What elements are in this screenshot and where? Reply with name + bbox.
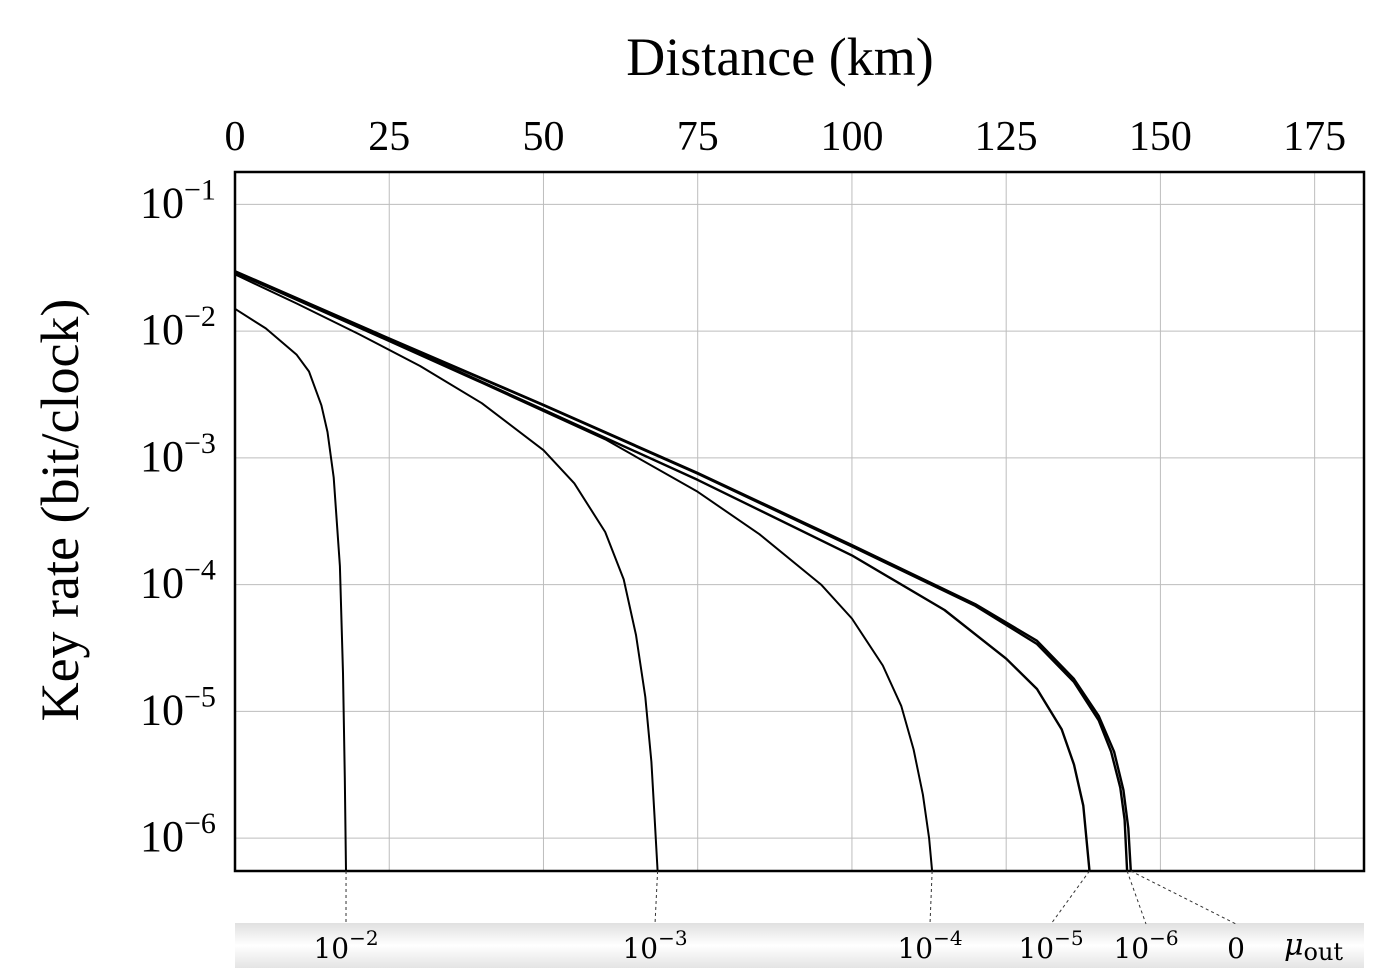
plot-curves <box>234 270 1132 872</box>
mu-leader-line <box>1126 870 1147 925</box>
x-tick-label: 125 <box>975 114 1038 160</box>
y-tick-exponent: −4 <box>184 554 216 587</box>
mu-tick-exponent: −5 <box>1054 926 1083 950</box>
key-rate-curve <box>234 270 1132 872</box>
key-rate-curve <box>234 307 347 872</box>
y-tick-label: 10−4 <box>140 554 216 608</box>
mu-tick-exponent: −4 <box>933 926 962 950</box>
y-tick-label: 10−2 <box>140 300 216 354</box>
mu-symbol: μ <box>1284 928 1304 963</box>
y-tick-exponent: −5 <box>184 680 216 713</box>
mu-axis-labels: 10−2 10−3 10−4 10−5 10−6 0 <box>313 926 1244 965</box>
mu-tick-exponent: −2 <box>349 926 378 950</box>
mu-axis-title: μout <box>1284 928 1343 966</box>
mu-tick-label: 10−3 <box>622 926 687 965</box>
mu-tick-label: 10−4 <box>897 926 962 965</box>
y-tick-labels: 10−110−210−310−410−510−6 <box>140 173 216 861</box>
mu-tick-base: 10 <box>897 932 933 965</box>
mu-tick-base: 10 <box>1018 932 1054 965</box>
mu-tick-label: 10−6 <box>1113 926 1178 965</box>
mu-tick-base: 0 <box>1227 932 1245 965</box>
y-tick-exponent: −2 <box>184 300 216 333</box>
mu-tick-label: 10−2 <box>313 926 378 965</box>
mu-leader-line <box>654 870 659 925</box>
key-rate-curve <box>234 270 1129 872</box>
mu-leader-line <box>1130 870 1237 925</box>
y-tick-exponent: −3 <box>184 427 216 460</box>
mu-leader-lines <box>345 870 1237 925</box>
x-tick-label: 50 <box>522 114 564 160</box>
plot-frame <box>233 170 1366 873</box>
x-axis-title: Distance (km) <box>626 27 933 87</box>
y-tick-label: 10−5 <box>140 680 216 734</box>
mu-axis-band <box>235 923 1364 968</box>
y-tick-base: 10 <box>140 812 184 861</box>
mu-tick-base: 10 <box>1113 932 1149 965</box>
y-tick-exponent: −6 <box>184 807 216 840</box>
mu-tick-exponent: −3 <box>658 926 687 950</box>
key-rate-curve <box>234 273 659 872</box>
y-axis-title: Key rate (bit/clock) <box>30 299 90 722</box>
mu-tick-base: 10 <box>622 932 658 965</box>
mu-leader-line <box>1050 870 1090 925</box>
y-tick-base: 10 <box>140 305 184 354</box>
x-tick-label: 150 <box>1129 114 1192 160</box>
x-tick-label: 25 <box>368 114 410 160</box>
y-tick-label: 10−1 <box>140 173 216 227</box>
x-tick-label: 175 <box>1283 114 1346 160</box>
y-tick-base: 10 <box>140 178 184 227</box>
y-tick-base: 10 <box>140 685 184 734</box>
y-tick-exponent: −1 <box>184 173 216 206</box>
mu-tick-label: 10−5 <box>1018 926 1083 965</box>
mu-tick-label: 0 <box>1227 932 1245 965</box>
mu-tick-base: 10 <box>313 932 349 965</box>
key-rate-curve <box>234 271 1091 872</box>
y-tick-label: 10−6 <box>140 807 216 861</box>
mu-leader-line <box>929 870 933 925</box>
grid-lines <box>234 172 1364 871</box>
x-tick-label: 100 <box>820 114 883 160</box>
mu-tick-exponent: −6 <box>1149 926 1178 950</box>
x-tick-labels: 0 25 50 75 100 125 150 175 <box>225 114 1347 160</box>
y-tick-base: 10 <box>140 432 184 481</box>
mu-subscript: out <box>1304 938 1344 966</box>
y-tick-base: 10 <box>140 559 184 608</box>
x-tick-label: 75 <box>677 114 719 160</box>
x-tick-label: 0 <box>225 114 246 160</box>
y-tick-label: 10−3 <box>140 427 216 481</box>
